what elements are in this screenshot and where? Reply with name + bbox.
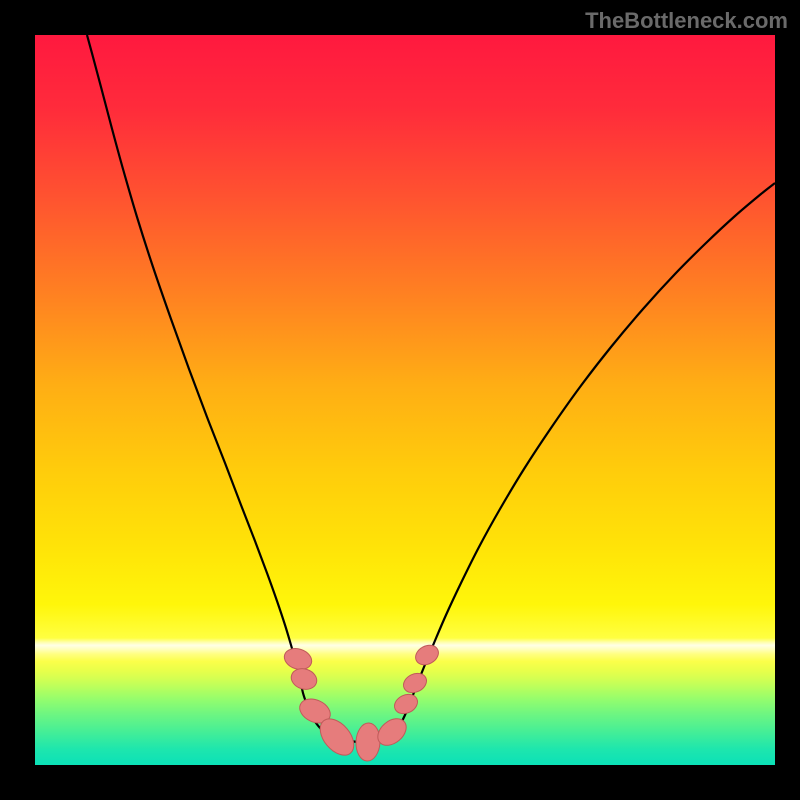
- watermark-text: TheBottleneck.com: [585, 8, 788, 34]
- gradient-background: [35, 35, 775, 765]
- bottleneck-chart: [35, 35, 775, 765]
